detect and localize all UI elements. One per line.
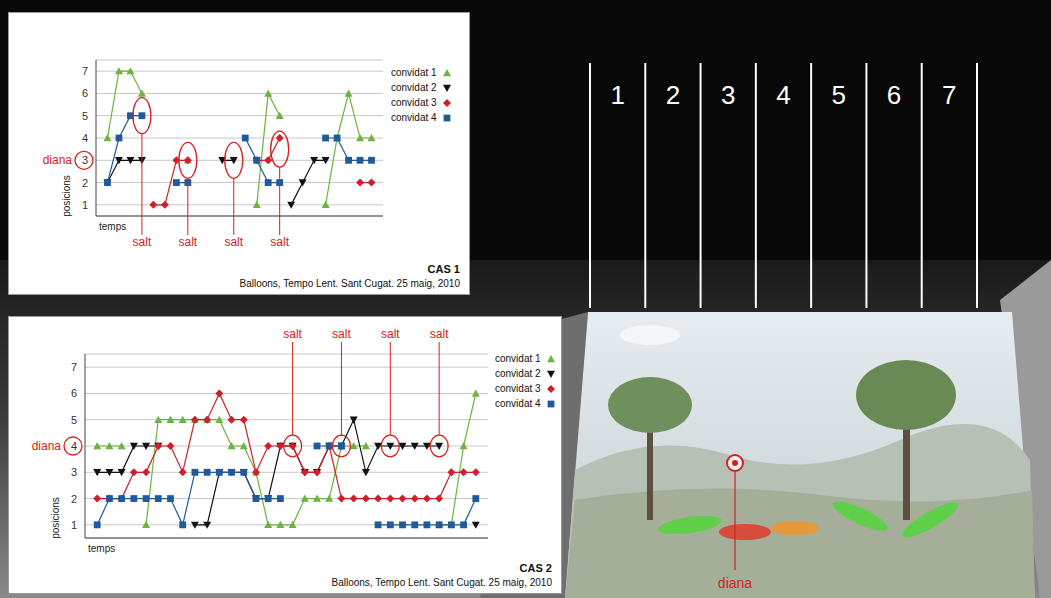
svg-text:diana: diana: [718, 575, 752, 591]
svg-text:2: 2: [71, 493, 77, 505]
svg-text:salt: salt: [283, 327, 302, 341]
svg-text:1: 1: [71, 519, 77, 531]
svg-text:temps: temps: [88, 543, 115, 554]
svg-text:5: 5: [832, 80, 846, 110]
svg-text:1: 1: [82, 199, 88, 211]
svg-text:1: 1: [610, 80, 624, 110]
svg-text:4: 4: [776, 80, 790, 110]
html-text:convidat 1: convidat 1: [391, 67, 437, 78]
svg-text:4: 4: [71, 440, 77, 452]
svg-text:salt: salt: [381, 327, 400, 341]
svg-text:3: 3: [82, 154, 88, 166]
svg-text:salt: salt: [270, 235, 289, 249]
svg-text:3: 3: [721, 80, 735, 110]
svg-text:diana: diana: [32, 439, 62, 453]
html-text:convidat 3: convidat 3: [495, 383, 541, 394]
html-text:convidat 2: convidat 2: [495, 368, 541, 379]
svg-text:4: 4: [82, 132, 88, 144]
html-text:convidat 4: convidat 4: [495, 398, 541, 409]
svg-text:Balloons, Tempo Lent. Sant Cug: Balloons, Tempo Lent. Sant Cugat. 25 mai…: [331, 577, 552, 588]
html-text:convidat 4: convidat 4: [391, 112, 437, 123]
svg-text:diana: diana: [43, 153, 73, 167]
svg-text:salt: salt: [224, 235, 243, 249]
svg-text:5: 5: [82, 110, 88, 122]
svg-text:salt: salt: [133, 235, 152, 249]
svg-text:salt: salt: [332, 327, 351, 341]
svg-text:posicions: posicions: [61, 175, 72, 217]
svg-text:salt: salt: [430, 327, 449, 341]
svg-text:2: 2: [82, 177, 88, 189]
svg-text:Balloons, Tempo Lent. Sant Cug: Balloons, Tempo Lent. Sant Cugat. 25 mai…: [239, 278, 460, 289]
svg-text:7: 7: [82, 65, 88, 77]
svg-text:temps: temps: [99, 221, 126, 232]
html-text:convidat 2: convidat 2: [391, 82, 437, 93]
svg-text:posicions: posicions: [50, 497, 61, 539]
svg-text:6: 6: [82, 87, 88, 99]
svg-text:3: 3: [71, 466, 77, 478]
svg-text:6: 6: [887, 80, 901, 110]
svg-text:CAS 1: CAS 1: [428, 263, 460, 275]
html-text:convidat 1: convidat 1: [495, 353, 541, 364]
svg-text:7: 7: [942, 80, 956, 110]
svg-text:6: 6: [71, 387, 77, 399]
svg-text:salt: salt: [178, 235, 197, 249]
svg-text:5: 5: [71, 414, 77, 426]
svg-text:2: 2: [666, 80, 680, 110]
svg-text:CAS 2: CAS 2: [520, 562, 552, 574]
html-text:convidat 3: convidat 3: [391, 97, 437, 108]
svg-text:7: 7: [71, 361, 77, 373]
